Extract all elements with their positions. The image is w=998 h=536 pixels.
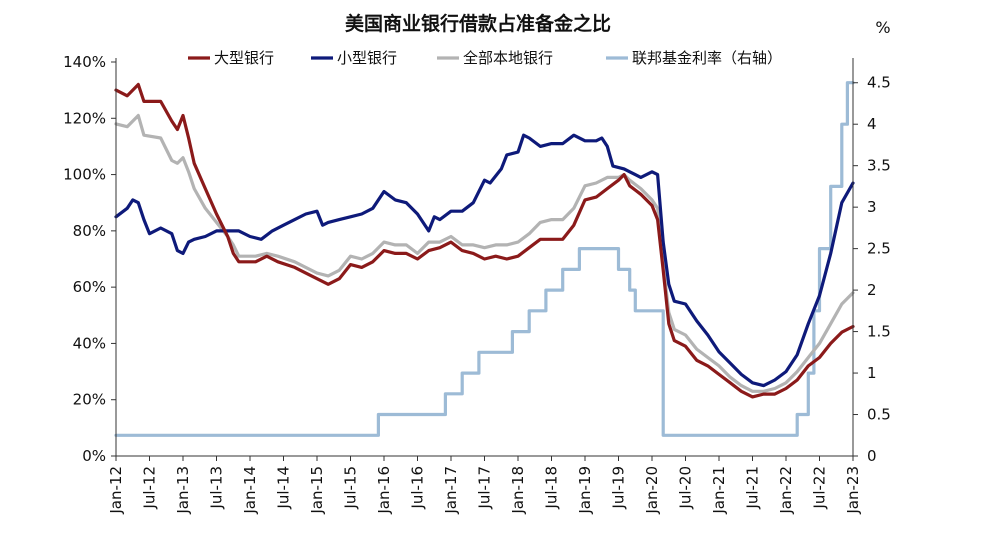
x-tick-label: Jul-22: [811, 466, 829, 510]
series-line-3: [114, 81, 855, 437]
y-right-tick-label: 0.5: [867, 406, 891, 424]
y-left-tick-label: 40%: [73, 334, 106, 352]
x-tick-label: Jan-16: [375, 466, 393, 515]
x-tick-label: Jul-20: [677, 466, 695, 510]
x-tick-label: Jul-19: [610, 466, 628, 510]
x-tick-label: Jan-23: [844, 466, 862, 515]
y-left-tick-label: 120%: [63, 109, 106, 127]
y-right-tick-label: 1: [867, 364, 877, 382]
y-left-tick-label: 20%: [73, 391, 106, 409]
x-tick-label: Jul-15: [342, 466, 360, 510]
y-left-tick-label: 0%: [82, 447, 106, 465]
y-right-tick-label: 1.5: [867, 323, 891, 341]
y-left-tick-label: 140%: [63, 53, 106, 71]
x-tick-label: Jul-12: [141, 466, 159, 510]
x-tick-label: Jul-17: [476, 466, 494, 510]
right-axis-unit: %: [875, 18, 890, 37]
series-line-2: [114, 113, 855, 393]
y-right-tick-label: 0: [867, 447, 877, 465]
y-right-tick-label: 4.5: [867, 74, 891, 92]
x-tick-label: Jul-21: [744, 466, 762, 510]
y-left-tick-label: 80%: [73, 222, 106, 240]
x-tick-label: Jan-21: [710, 466, 728, 515]
x-tick-label: Jul-13: [208, 466, 226, 510]
y-left-tick-label: 100%: [63, 166, 106, 184]
x-tick-label: Jan-20: [643, 466, 661, 515]
x-tick-label: Jan-12: [107, 466, 125, 515]
series-line-1: [114, 133, 855, 388]
x-tick-label: Jan-15: [308, 466, 326, 515]
y-right-tick-label: 4: [867, 115, 877, 133]
axes-layer: 0% 20% 40% 60% 80% 100% 120% 140% 0 0.5 1 1.5 2 2.5 3 3…: [63, 53, 891, 515]
series-line-0: [114, 82, 855, 399]
chart-title: 美国商业银行借款占准备金之比: [345, 12, 611, 35]
x-tick-label: Jan-19: [576, 466, 594, 515]
y-right-tick-label: 2.5: [867, 240, 891, 258]
x-tick-label: Jan-18: [509, 466, 527, 515]
y-right-tick-label: 3: [867, 198, 877, 216]
legend-label-0: 大型银行: [214, 49, 274, 67]
x-tick-label: Jul-14: [275, 466, 293, 510]
legend: 大型银行 小型银行 全部本地银行 联邦基金利率（右轴）: [188, 49, 782, 67]
x-tick-label: Jan-13: [174, 466, 192, 515]
y-right-tick-label: 2: [867, 281, 877, 299]
legend-label-2: 全部本地银行: [463, 49, 553, 67]
series-layer: [114, 81, 855, 437]
x-tick-label: Jan-17: [442, 466, 460, 515]
x-tick-label: Jul-16: [409, 466, 427, 510]
x-tick-label: Jul-18: [543, 466, 561, 510]
legend-label-3: 联邦基金利率（右轴）: [632, 49, 782, 67]
x-tick-label: Jan-14: [241, 466, 259, 515]
y-right-tick-label: 3.5: [867, 157, 891, 175]
legend-label-1: 小型银行: [337, 49, 397, 67]
y-left-tick-label: 60%: [73, 278, 106, 296]
plot-area: 0% 20% 40% 60% 80% 100% 120% 140% 0 0.5 1 1.5 2 2.5 3 3…: [63, 53, 891, 515]
x-tick-label: Jan-22: [777, 466, 795, 515]
